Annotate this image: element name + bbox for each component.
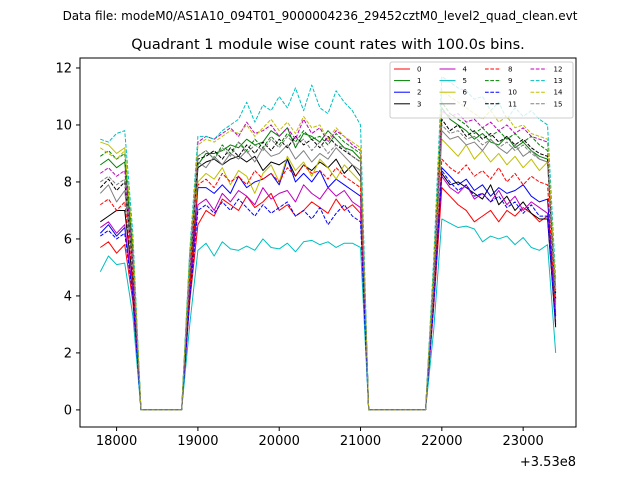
x-tick-label: 23000: [502, 434, 543, 449]
legend-label-0: 0: [417, 66, 421, 74]
legend-label-15: 15: [554, 100, 563, 108]
axes-frame: [79, 57, 577, 428]
chart-suptitle: Data file: modeM0/AS1A10_094T01_90000042…: [63, 9, 578, 23]
x-tick-label: 22000: [421, 434, 462, 449]
y-tick-label: 6: [64, 232, 72, 247]
x-tick-label: 18000: [96, 434, 137, 449]
x-axis-ticks: 18000 19000 20000 21000 22000 23000: [96, 427, 544, 449]
y-tick-label: 12: [55, 61, 72, 76]
legend-label-1: 1: [417, 77, 421, 85]
y-tick-label: 10: [55, 118, 72, 133]
legend-label-9: 9: [508, 77, 512, 85]
legend-box: [389, 61, 574, 119]
legend-label-7: 7: [463, 100, 467, 108]
y-axis-ticks: 0 2 4 6 8 10 12: [55, 61, 80, 418]
series-line-12: [100, 110, 557, 411]
legend-label-10: 10: [508, 89, 517, 97]
legend-label-6: 6: [463, 89, 468, 97]
legend-label-8: 8: [508, 66, 512, 74]
y-tick-label: 8: [64, 175, 72, 190]
series-line-15: [100, 124, 557, 411]
legend-label-4: 4: [463, 66, 468, 74]
y-tick-label: 4: [64, 289, 72, 304]
legend-label-5: 5: [463, 77, 467, 85]
y-tick-label: 0: [64, 403, 72, 418]
chart-title: Quadrant 1 module wise count rates with …: [131, 37, 525, 53]
x-tick-label: 19000: [177, 434, 218, 449]
x-tick-label: 20000: [259, 434, 300, 449]
y-tick-label: 2: [64, 346, 72, 361]
legend-label-12: 12: [554, 66, 563, 74]
series-line-8: [100, 158, 557, 411]
legend-label-11: 11: [508, 100, 517, 108]
legend-label-13: 13: [554, 77, 563, 85]
x-tick-label: 21000: [340, 434, 381, 449]
legend-label-3: 3: [417, 100, 421, 108]
x-axis-offset-label: +3.53e8: [520, 455, 576, 470]
legend-label-14: 14: [554, 89, 563, 97]
series-line-11: [99, 118, 557, 411]
legend-label-2: 2: [417, 89, 421, 97]
series-lines: [99, 76, 557, 411]
